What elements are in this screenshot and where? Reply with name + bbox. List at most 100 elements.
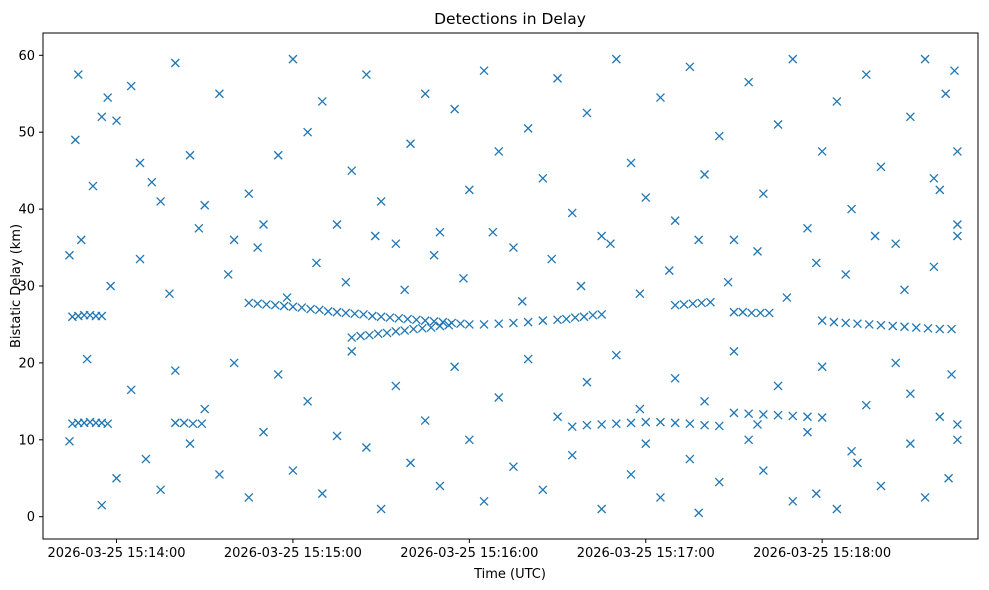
data-point <box>332 220 342 229</box>
data-point <box>773 410 783 420</box>
data-point <box>723 277 733 287</box>
data-point <box>479 496 489 506</box>
data-point <box>156 196 166 206</box>
data-point <box>773 120 783 129</box>
data-point <box>411 315 421 325</box>
data-point <box>714 421 724 431</box>
data-point <box>847 204 857 214</box>
data-point <box>679 299 689 309</box>
data-point <box>811 258 821 268</box>
data-point <box>803 427 812 437</box>
data-point <box>755 308 765 318</box>
data-point <box>888 321 898 331</box>
data-point <box>450 362 460 372</box>
data-point <box>508 318 518 328</box>
data-point <box>435 321 445 331</box>
x-tick-label: 2026-03-25 15:17:00 <box>577 546 715 561</box>
data-point <box>553 73 563 83</box>
data-point <box>670 373 680 383</box>
data-point <box>929 262 939 272</box>
data-point <box>747 308 757 318</box>
data-point <box>244 189 254 199</box>
data-point <box>523 317 533 327</box>
data-point <box>97 500 107 510</box>
data-point <box>103 93 113 103</box>
data-point <box>112 116 121 126</box>
data-point <box>567 450 577 460</box>
data-point <box>306 304 316 314</box>
data-point <box>214 89 224 99</box>
data-point <box>876 481 886 491</box>
data-point <box>685 454 695 464</box>
data-point <box>641 417 651 427</box>
data-point <box>303 396 313 406</box>
data-point <box>341 308 351 318</box>
data-point <box>758 409 768 419</box>
data-point <box>788 411 798 421</box>
chart-title: Detections in Delay <box>434 10 586 28</box>
data-point <box>400 326 410 336</box>
data-point <box>376 312 386 322</box>
data-point <box>670 418 680 428</box>
data-point <box>952 146 962 156</box>
x-tick-label: 2026-03-25 15:18:00 <box>753 546 891 561</box>
data-point <box>950 66 959 76</box>
data-point <box>900 285 909 295</box>
data-point <box>923 323 933 333</box>
data-point <box>738 307 748 317</box>
data-point <box>538 316 548 326</box>
data-point <box>288 466 298 476</box>
data-point <box>135 158 145 168</box>
data-point <box>347 166 357 176</box>
data-point <box>758 189 768 199</box>
data-point <box>435 227 445 237</box>
data-point <box>685 62 695 72</box>
data-point <box>952 419 962 429</box>
data-point <box>76 235 86 245</box>
data-point <box>303 127 313 137</box>
data-point <box>288 302 298 312</box>
data-point <box>106 281 116 291</box>
data-point <box>641 439 651 449</box>
data-point <box>744 409 754 419</box>
data-point <box>788 54 798 64</box>
data-point <box>244 493 254 502</box>
data-point <box>729 235 739 245</box>
data-point <box>385 313 395 322</box>
data-point <box>297 303 307 312</box>
data-point <box>270 300 280 310</box>
data-point <box>714 477 724 487</box>
data-point <box>861 70 871 79</box>
x-tick-label: 2026-03-25 15:14:00 <box>47 546 185 561</box>
data-point <box>635 289 645 299</box>
data-point <box>523 354 533 364</box>
data-point <box>664 266 674 276</box>
data-point <box>817 362 827 372</box>
data-point <box>314 305 324 315</box>
data-point <box>311 258 321 268</box>
x-tick-label: 2026-03-25 15:16:00 <box>400 546 538 561</box>
data-point <box>553 412 563 422</box>
data-point <box>588 310 598 320</box>
data-point <box>244 298 254 308</box>
data-point <box>920 54 930 64</box>
data-point <box>147 177 157 187</box>
data-point <box>420 316 430 326</box>
data-point <box>367 311 377 321</box>
data-point <box>817 146 827 156</box>
data-point <box>905 389 915 399</box>
data-point <box>935 185 945 195</box>
data-point <box>126 81 136 91</box>
y-tick-label: 20 <box>18 356 35 371</box>
data-point <box>494 146 504 156</box>
data-point <box>317 96 327 106</box>
data-point <box>905 439 915 449</box>
data-point <box>947 324 956 334</box>
x-axis: 2026-03-25 15:14:00 2026-03-25 15:15:00 20… <box>47 539 891 561</box>
data-point <box>188 419 198 429</box>
data-point <box>156 485 166 495</box>
data-point <box>935 324 945 334</box>
data-point <box>655 493 665 502</box>
data-point <box>341 277 351 287</box>
